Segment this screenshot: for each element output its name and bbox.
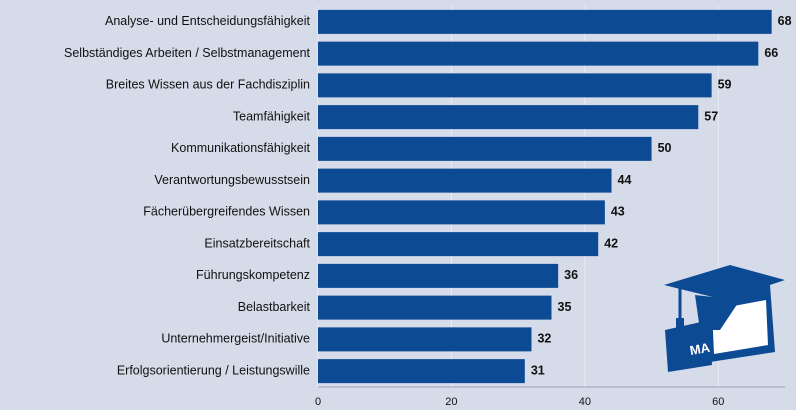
data-label: 50 <box>658 141 672 155</box>
icon: MA <box>664 265 785 372</box>
y-tick-label: Selbständiges Arbeiten / Selbstmanagemen… <box>64 46 311 60</box>
y-tick-label: Kommunikationsfähigkeit <box>171 141 310 155</box>
y-tick-label: Unternehmergeist/Initiative <box>161 332 310 346</box>
y-tick-label: Teamfähigkeit <box>233 109 311 123</box>
y-tick-label: Fächerübergreifendes Wissen <box>143 205 310 219</box>
data-label: 66 <box>764 46 778 60</box>
icon-label: MA <box>689 340 712 358</box>
bar <box>318 168 612 193</box>
y-tick-label: Analyse- und Entscheidungsfähigkeit <box>105 14 311 28</box>
bar <box>318 73 712 98</box>
data-label: 68 <box>778 14 792 28</box>
bar <box>318 105 699 130</box>
y-tick-label: Verantwortungsbewusstsein <box>154 173 310 187</box>
data-label: 31 <box>531 363 545 377</box>
data-label: 57 <box>704 109 718 123</box>
data-label: 42 <box>604 236 618 250</box>
bar <box>318 327 532 352</box>
bar <box>318 41 759 66</box>
y-tick-label: Breites Wissen aus der Fachdisziplin <box>106 78 310 92</box>
bar <box>318 359 525 384</box>
data-label: 43 <box>611 205 625 219</box>
bar <box>318 295 552 320</box>
bar <box>318 232 599 257</box>
y-tick-label: Belastbarkeit <box>238 300 311 314</box>
y-tick-label: Führungskompetenz <box>196 268 310 282</box>
y-tick-label: Erfolgsorientierung / Leistungswille <box>117 363 310 377</box>
y-tick-label: Einsatzbereitschaft <box>204 236 310 250</box>
bar <box>318 200 605 225</box>
data-label: 59 <box>718 78 732 92</box>
bar <box>318 136 652 161</box>
data-label: 32 <box>537 332 551 346</box>
bar <box>318 263 559 288</box>
x-tick-label: 20 <box>445 396 457 408</box>
x-tick-label: 40 <box>579 396 591 408</box>
x-tick-label: 0 <box>315 396 321 408</box>
bar <box>318 9 772 34</box>
x-tick-label: 60 <box>712 396 724 408</box>
data-label: 36 <box>564 268 578 282</box>
data-label: 44 <box>618 173 632 187</box>
data-label: 35 <box>558 300 572 314</box>
